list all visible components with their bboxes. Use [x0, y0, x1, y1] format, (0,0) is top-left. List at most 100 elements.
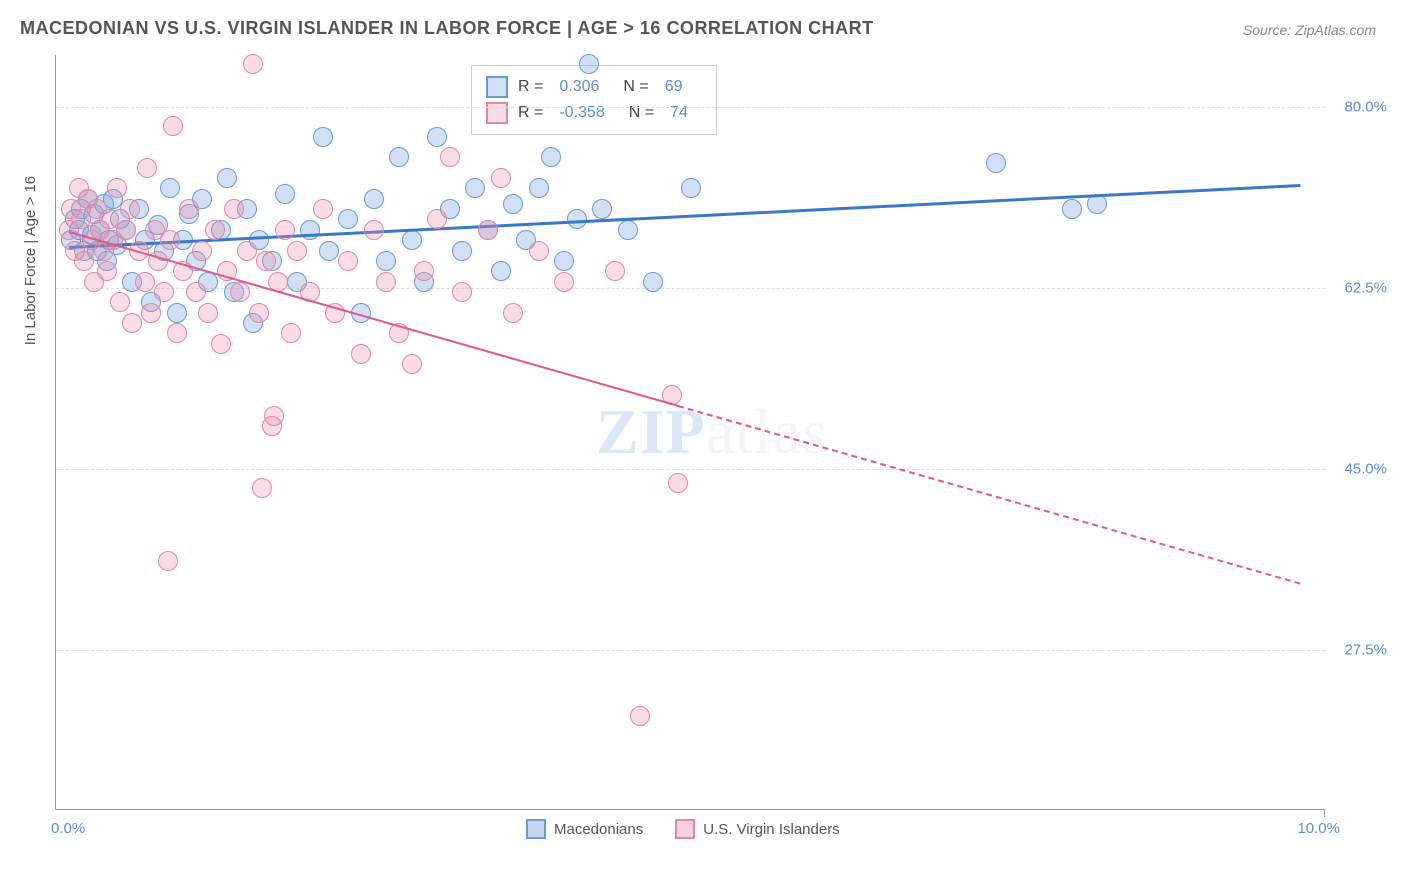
plot-area: ZIPatlas R =0.306N =69R =-0.358N =74 Mac…	[55, 55, 1325, 810]
legend-swatch	[675, 819, 695, 839]
data-point	[97, 261, 117, 281]
data-point	[313, 127, 333, 147]
data-point	[452, 241, 472, 261]
data-point	[376, 272, 396, 292]
legend-n-value: 69	[665, 78, 683, 96]
gridline-h	[56, 650, 1325, 651]
series-legend: Macedonians U.S. Virgin Islanders	[526, 819, 840, 839]
data-point	[681, 178, 701, 198]
data-point	[287, 241, 307, 261]
data-point	[224, 199, 244, 219]
source-attribution: Source: ZipAtlas.com	[1243, 22, 1376, 38]
data-point	[618, 220, 638, 240]
data-point	[313, 199, 333, 219]
data-point	[414, 261, 434, 281]
data-point	[122, 313, 142, 333]
watermark: ZIPatlas	[596, 395, 828, 469]
data-point	[160, 178, 180, 198]
data-point	[1062, 199, 1082, 219]
data-point	[592, 199, 612, 219]
trend-line	[68, 231, 678, 407]
y-tick-label: 45.0%	[1332, 460, 1387, 477]
data-point	[643, 272, 663, 292]
legend-n-label: N =	[623, 78, 648, 96]
data-point	[281, 323, 301, 343]
data-point	[116, 220, 136, 240]
data-point	[275, 220, 295, 240]
data-point	[529, 241, 549, 261]
data-point	[529, 178, 549, 198]
data-point	[402, 354, 422, 374]
watermark-zip: ZIP	[596, 396, 706, 467]
data-point	[427, 127, 447, 147]
data-point	[503, 303, 523, 323]
data-point	[579, 54, 599, 74]
data-point	[605, 261, 625, 281]
data-point	[158, 551, 178, 571]
data-point	[630, 706, 650, 726]
legend-swatch	[526, 819, 546, 839]
data-point	[154, 282, 174, 302]
series-legend-item: Macedonians	[526, 819, 643, 839]
data-point	[364, 220, 384, 240]
data-point	[402, 230, 422, 250]
data-point	[427, 209, 447, 229]
data-point	[249, 303, 269, 323]
correlation-legend-row: R = 0.306 N = 69	[486, 74, 702, 100]
data-point	[110, 292, 130, 312]
data-point	[668, 473, 688, 493]
data-point	[192, 241, 212, 261]
data-point	[211, 334, 231, 354]
data-point	[167, 323, 187, 343]
data-point	[351, 344, 371, 364]
data-point	[465, 178, 485, 198]
data-point	[160, 230, 180, 250]
correlation-legend-row: R =-0.358N =74	[486, 100, 702, 126]
data-point	[554, 251, 574, 271]
data-point	[338, 209, 358, 229]
trend-line	[678, 405, 1301, 585]
data-point	[74, 251, 94, 271]
data-point	[491, 168, 511, 188]
chart-title: MACEDONIAN VS U.S. VIRGIN ISLANDER IN LA…	[20, 18, 874, 39]
x-tick-label: 0.0%	[51, 820, 85, 837]
data-point	[217, 168, 237, 188]
data-point	[141, 303, 161, 323]
data-point	[167, 303, 187, 323]
legend-swatch	[486, 102, 508, 124]
data-point	[452, 282, 472, 302]
data-point	[198, 303, 218, 323]
data-point	[137, 158, 157, 178]
data-point	[478, 220, 498, 240]
data-point	[541, 147, 561, 167]
x-tick-label: 10.0%	[1297, 820, 1340, 837]
y-tick-label: 62.5%	[1332, 279, 1387, 296]
gridline-h	[56, 107, 1325, 108]
y-tick-label: 80.0%	[1332, 98, 1387, 115]
data-point	[205, 220, 225, 240]
data-point	[389, 147, 409, 167]
series-legend-item: U.S. Virgin Islanders	[675, 819, 839, 839]
data-point	[252, 478, 272, 498]
legend-swatch	[486, 76, 508, 98]
data-point	[264, 406, 284, 426]
data-point	[338, 251, 358, 271]
data-point	[491, 261, 511, 281]
legend-r-value: 0.306	[559, 78, 599, 96]
data-point	[319, 241, 339, 261]
data-point	[237, 241, 257, 261]
data-point	[364, 189, 384, 209]
data-point	[275, 184, 295, 204]
correlation-legend: R = 0.306 N = 69 R =-0.358N =74	[471, 65, 717, 135]
data-point	[163, 116, 183, 136]
series-legend-label: Macedonians	[554, 821, 643, 838]
data-point	[186, 282, 206, 302]
data-point	[256, 251, 276, 271]
y-axis-title: In Labor Force | Age > 16	[22, 176, 39, 345]
data-point	[230, 282, 250, 302]
data-point	[135, 272, 155, 292]
series-legend-label: U.S. Virgin Islanders	[703, 821, 839, 838]
legend-r-label: R =	[518, 78, 543, 96]
gridline-h	[56, 469, 1325, 470]
data-point	[440, 147, 460, 167]
